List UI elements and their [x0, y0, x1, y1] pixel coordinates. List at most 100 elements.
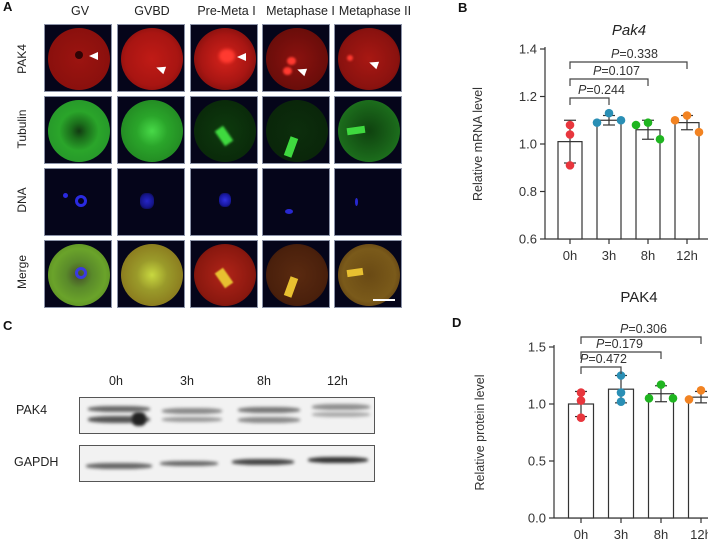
- data-point: [656, 380, 666, 389]
- image-pak4-pre-meta-i: [190, 24, 258, 92]
- data-point: [565, 120, 575, 130]
- lane-label-0h: 0h: [109, 374, 123, 388]
- p-value-label: P=0.107: [593, 64, 640, 78]
- data-point: [616, 388, 626, 397]
- blot-pak4: [79, 397, 375, 434]
- image-merge-pre-meta-i: [190, 240, 258, 308]
- x-tick-label: 8h: [641, 248, 655, 263]
- data-point: [576, 413, 586, 422]
- comparison-bracket: [569, 78, 649, 86]
- comparison-bracket: [580, 351, 662, 359]
- x-tick-label: 8h: [654, 527, 668, 542]
- image-pak4-gv: [44, 24, 112, 92]
- image-tubulin-gvbd: [117, 96, 185, 164]
- column-label-metaphase-ii: Metaphase II: [338, 4, 412, 18]
- image-dna-gvbd: [117, 168, 185, 236]
- arrowhead-icon: [237, 53, 246, 61]
- data-point: [696, 386, 706, 395]
- chart-d-pak4-protein: PAK4 0.0 0.5 1.0 1.5 Relative protein level 0h…: [473, 290, 708, 542]
- image-tubulin-metaphase-i: [262, 96, 330, 164]
- image-dna-metaphase-i: [262, 168, 330, 236]
- x-tick-label: 12h: [690, 527, 708, 542]
- image-tubulin-metaphase-ii: [334, 96, 402, 164]
- row-label-tubulin: Tubulin: [15, 109, 29, 149]
- p-value-label: P=0.179: [596, 337, 643, 351]
- image-merge-gv: [44, 240, 112, 308]
- y-tick-label: 0.0: [528, 511, 546, 526]
- y-tick-label: 0.5: [528, 454, 546, 469]
- chart-b-pak4-mrna: Pak4 0.6 0.8 1.0 1.2 1.4 Relative mRNA level 0h…: [471, 22, 708, 263]
- data-point: [694, 127, 704, 137]
- x-tick-label: 3h: [614, 527, 628, 542]
- p-value-label: P=0.472: [580, 352, 627, 366]
- bar-0h: [557, 141, 583, 240]
- bar-3h: [607, 388, 635, 519]
- panel-letter-b: B: [458, 0, 468, 15]
- data-point: [565, 130, 575, 139]
- lane-label-12h: 12h: [327, 374, 348, 388]
- bar-12h: [687, 396, 708, 519]
- image-pak4-gvbd: [117, 24, 185, 92]
- data-point: [668, 394, 678, 403]
- data-point: [604, 108, 614, 118]
- image-pak4-metaphase-i: [262, 24, 330, 92]
- column-label-pre-meta-i: Pre-Meta I: [197, 4, 256, 18]
- data-point: [631, 120, 641, 130]
- data-point: [644, 394, 654, 403]
- blot-gapdh: [79, 445, 375, 482]
- bar-8h: [647, 393, 675, 519]
- image-dna-gv: [44, 168, 112, 236]
- column-label-gvbd: GVBD: [134, 4, 170, 18]
- image-dna-metaphase-ii: [334, 168, 402, 236]
- comparison-bracket: [580, 366, 622, 374]
- y-axis-label: Relative protein level: [473, 374, 487, 490]
- image-merge-metaphase-i: [262, 240, 330, 308]
- panel-letter-d: D: [452, 315, 462, 330]
- bar-3h: [596, 119, 622, 240]
- panel-letter-c: C: [3, 318, 13, 333]
- lane-label-3h: 3h: [180, 374, 194, 388]
- scale-bar: [373, 299, 395, 301]
- image-pak4-metaphase-ii: [334, 24, 402, 92]
- column-label-gv: GV: [70, 4, 90, 18]
- p-value-label: P=0.338: [611, 47, 658, 61]
- lane-label-8h: 8h: [257, 374, 271, 388]
- y-tick-label: 1.2: [519, 89, 537, 104]
- band-label-gapdh: GAPDH: [14, 455, 59, 469]
- arrowhead-icon: [89, 52, 98, 60]
- data-point: [616, 115, 626, 125]
- y-axis-label: Relative mRNA level: [471, 87, 485, 201]
- x-tick-label: 3h: [602, 248, 616, 263]
- data-point: [655, 134, 665, 144]
- chart-title: PAK4: [620, 290, 657, 306]
- bar-8h: [635, 129, 661, 240]
- x-tick-label: 12h: [676, 248, 698, 263]
- data-point: [576, 396, 586, 405]
- data-point: [616, 397, 626, 407]
- band-label-pak4: PAK4: [16, 403, 48, 417]
- y-tick-label: 1.4: [519, 42, 537, 57]
- p-value-label: P=0.306: [620, 322, 667, 336]
- column-label-metaphase-i: Metaphase I: [266, 4, 335, 18]
- image-tubulin-pre-meta-i: [190, 96, 258, 164]
- panel-letter-a: A: [3, 0, 13, 14]
- data-point: [565, 161, 575, 170]
- y-tick-label: 0.6: [519, 232, 537, 247]
- image-merge-metaphase-ii: [334, 240, 402, 308]
- row-label-dna: DNA: [15, 187, 29, 213]
- row-label-pak4: PAK4: [15, 44, 29, 74]
- image-dna-pre-meta-i: [190, 168, 258, 236]
- row-label-merge: Merge: [15, 255, 29, 290]
- data-point: [684, 395, 694, 404]
- y-tick-label: 1.5: [528, 340, 546, 355]
- y-tick-label: 1.0: [528, 397, 546, 412]
- comparison-bracket: [569, 97, 610, 105]
- data-point: [670, 115, 680, 125]
- comparison-bracket: [569, 61, 688, 69]
- x-tick-label: 0h: [574, 527, 588, 542]
- data-point: [576, 388, 586, 397]
- chart-title: Pak4: [612, 22, 646, 39]
- y-tick-label: 1.0: [519, 137, 537, 152]
- data-point: [616, 371, 626, 380]
- data-point: [643, 118, 653, 127]
